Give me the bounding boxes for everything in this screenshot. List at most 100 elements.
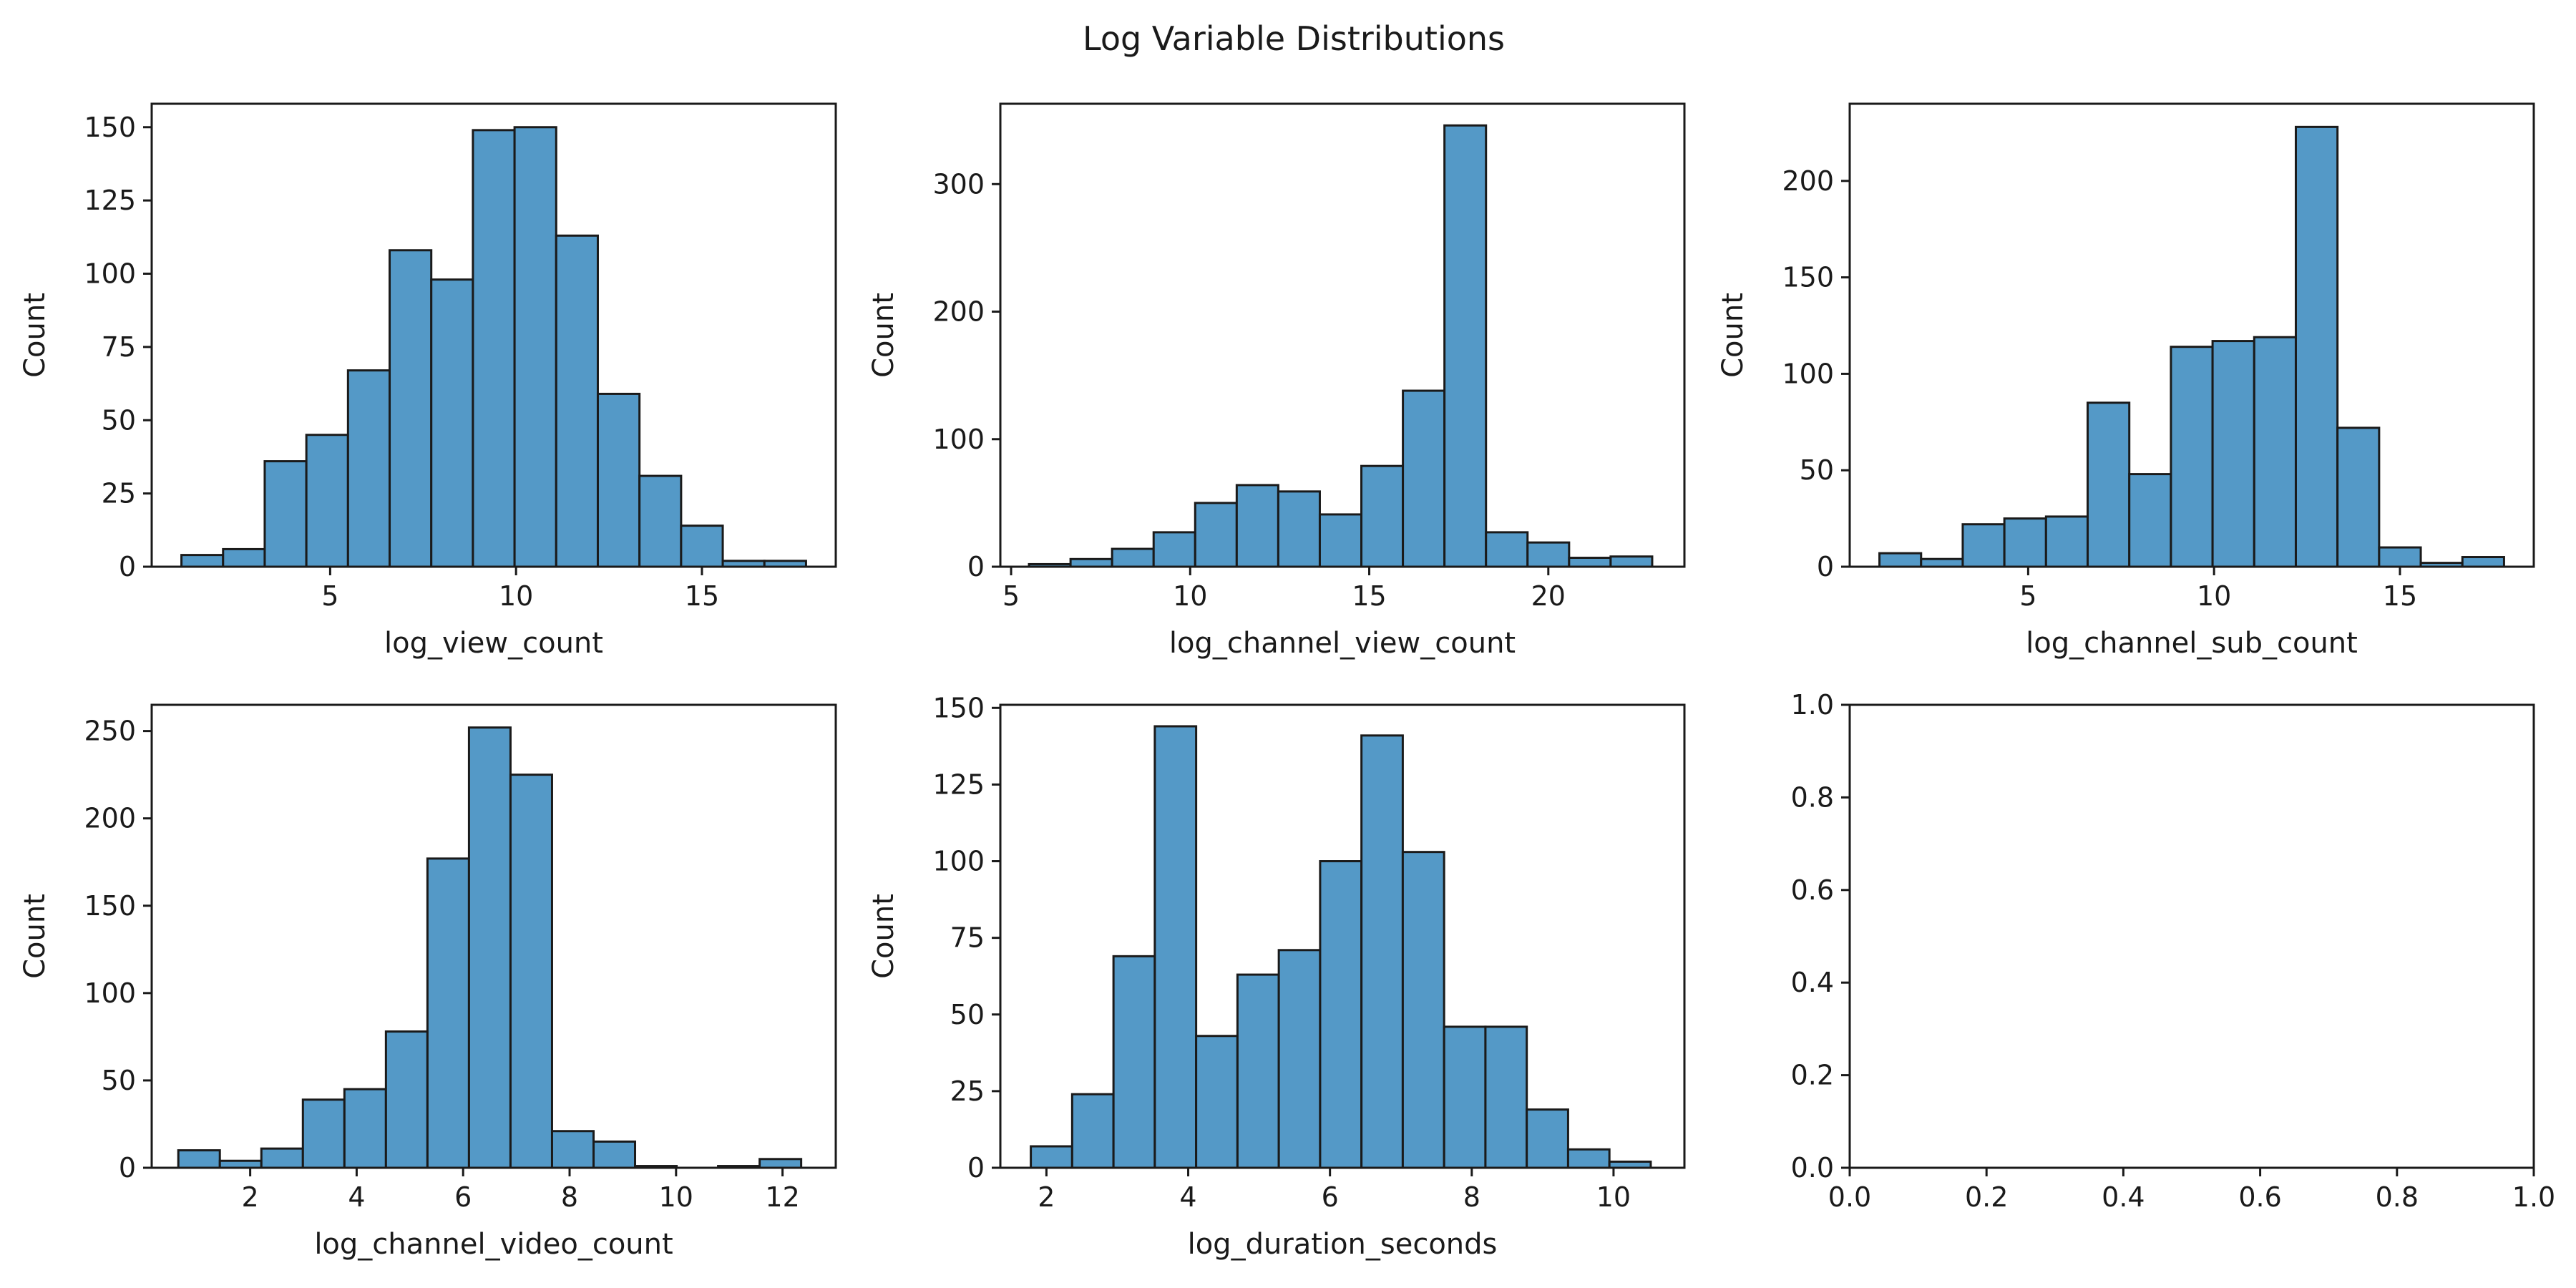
y-axis-label: Count: [1717, 293, 1750, 378]
histogram-bar: [638, 474, 683, 568]
y-tick-label: 75: [102, 331, 136, 363]
y-tick-label: 300: [932, 168, 985, 200]
y-tick-label: 25: [102, 478, 136, 509]
y-axis-label: Count: [19, 894, 52, 979]
histogram-bar: [472, 129, 516, 568]
x-tick-label: 10: [2197, 580, 2231, 612]
y-tick-label: 0.2: [1791, 1060, 1834, 1091]
y-tick-label: 0: [119, 1152, 136, 1184]
x-tick-label: 4: [1179, 1181, 1196, 1213]
x-axis-label: log_view_count: [384, 627, 603, 660]
histogram-bar: [1277, 490, 1321, 568]
y-tick-label: 150: [84, 890, 136, 922]
histogram-bar: [1111, 547, 1155, 568]
histogram-bar: [301, 1098, 346, 1169]
histogram-bar: [1194, 502, 1238, 568]
y-tick-label: 125: [84, 185, 136, 216]
x-tick-label: 10: [1173, 580, 1207, 612]
histogram-bar: [2461, 556, 2505, 568]
x-tick-label: 0.4: [2102, 1181, 2145, 1213]
axes-frame: [999, 102, 1686, 568]
histogram-bar: [1070, 1093, 1115, 1169]
histogram-bar: [1360, 464, 1405, 568]
y-tick-label: 100: [1782, 358, 1834, 389]
histogram-bar: [467, 726, 512, 1169]
axes-frame: [1848, 102, 2535, 568]
histogram-bar: [2211, 340, 2255, 568]
x-tick-label: 10: [1596, 1181, 1631, 1213]
y-tick-label: 100: [84, 977, 136, 1009]
subplot-5: 2 4 6 8 100255075100125150log_duration_secon…: [867, 692, 1686, 1261]
x-axis-label: log_channel_video_count: [314, 1228, 673, 1261]
histogram-bar: [1566, 1148, 1611, 1169]
histogram-bar: [2087, 401, 2131, 568]
y-tick-label: 0.8: [1791, 781, 1834, 813]
y-tick-label: 0.4: [1791, 967, 1834, 998]
y-axis-label: Count: [867, 293, 900, 378]
x-tick-label: 10: [659, 1181, 693, 1213]
histogram-bar: [1277, 949, 1322, 1169]
x-tick-label: 0.8: [2376, 1181, 2419, 1213]
subplot-6: 0.0 0.2 0.4 0.6 0.8 1.0 0.0 0.2 0.4 0.6 0.8 1.0: [1791, 689, 2556, 1213]
y-tick-label: 200: [932, 296, 985, 328]
axes-frame: [999, 703, 1686, 1169]
figure-title: Log Variable Distributions: [1083, 19, 1505, 58]
x-tick-label: 8: [561, 1181, 578, 1213]
histogram-bar: [2253, 336, 2297, 568]
y-tick-label: 0: [967, 1152, 985, 1184]
histogram-bar: [1030, 1145, 1073, 1169]
histogram-bar: [2170, 346, 2214, 568]
x-tick-label: 0.2: [1965, 1181, 2008, 1213]
y-tick-label: 150: [1782, 262, 1834, 293]
x-axis-label: log_channel_sub_count: [2026, 627, 2358, 660]
x-axis-label: log_channel_view_count: [1169, 627, 1516, 660]
histogram-bar: [1568, 557, 1612, 568]
x-tick-label: 5: [2019, 580, 2036, 612]
y-axis-label: Count: [19, 293, 52, 378]
histogram-bar: [1112, 955, 1156, 1169]
y-tick-label: 100: [932, 846, 985, 877]
x-tick-label: 2: [242, 1181, 259, 1213]
histogram-bar: [1318, 513, 1363, 568]
subplot-4: 2 4 6 8 10 12 0 50 100 150 200 250 log_channel_video…: [19, 703, 837, 1261]
axes-frame: [1848, 703, 2535, 1169]
histogram-bar: [592, 1140, 637, 1169]
y-tick-label: 0.0: [1791, 1152, 1834, 1184]
y-tick-label: 125: [932, 769, 985, 800]
y-tick-label: 1.0: [1791, 689, 1834, 721]
histogram-bar: [2336, 426, 2381, 568]
x-tick-label: 4: [348, 1181, 365, 1213]
x-tick-label: 20: [1531, 580, 1566, 612]
x-tick-label: 5: [1002, 580, 1020, 612]
histogram-bar: [346, 369, 391, 568]
x-tick-label: 15: [2383, 580, 2417, 612]
histogram-bar: [305, 434, 349, 568]
histogram-bar: [513, 126, 557, 568]
histogram-bar: [343, 1088, 387, 1169]
y-tick-label: 50: [1800, 454, 1834, 486]
histogram-bar: [2003, 517, 2047, 568]
y-tick-label: 50: [102, 1065, 136, 1096]
subplot-2: 5 10 15 200100200300log_channel_view_countC…: [867, 102, 1686, 660]
histogram-bar: [2044, 515, 2089, 568]
y-tick-label: 50: [950, 999, 985, 1030]
x-tick-label: 10: [499, 580, 533, 612]
x-tick-label: 6: [454, 1181, 472, 1213]
y-tick-label: 250: [84, 716, 136, 747]
x-tick-label: 15: [685, 580, 719, 612]
y-tick-label: 50: [102, 404, 136, 436]
y-tick-label: 150: [84, 112, 136, 143]
x-tick-label: 1.0: [2512, 1181, 2555, 1213]
histogram-bar: [1069, 557, 1113, 568]
histogram-bar: [1443, 124, 1488, 568]
histogram-bar: [1195, 1035, 1239, 1169]
subplot-3: 5 10 15050100150200log_channel_sub_countCo…: [1717, 102, 2535, 660]
histogram-bar: [555, 234, 599, 568]
x-tick-label: 5: [321, 580, 338, 612]
histogram-bar: [1360, 734, 1404, 1169]
histogram-bar: [1485, 531, 1529, 568]
histogram-bar: [263, 460, 308, 568]
x-tick-label: 8: [1463, 1181, 1480, 1213]
histogram-bar: [1920, 557, 1964, 568]
